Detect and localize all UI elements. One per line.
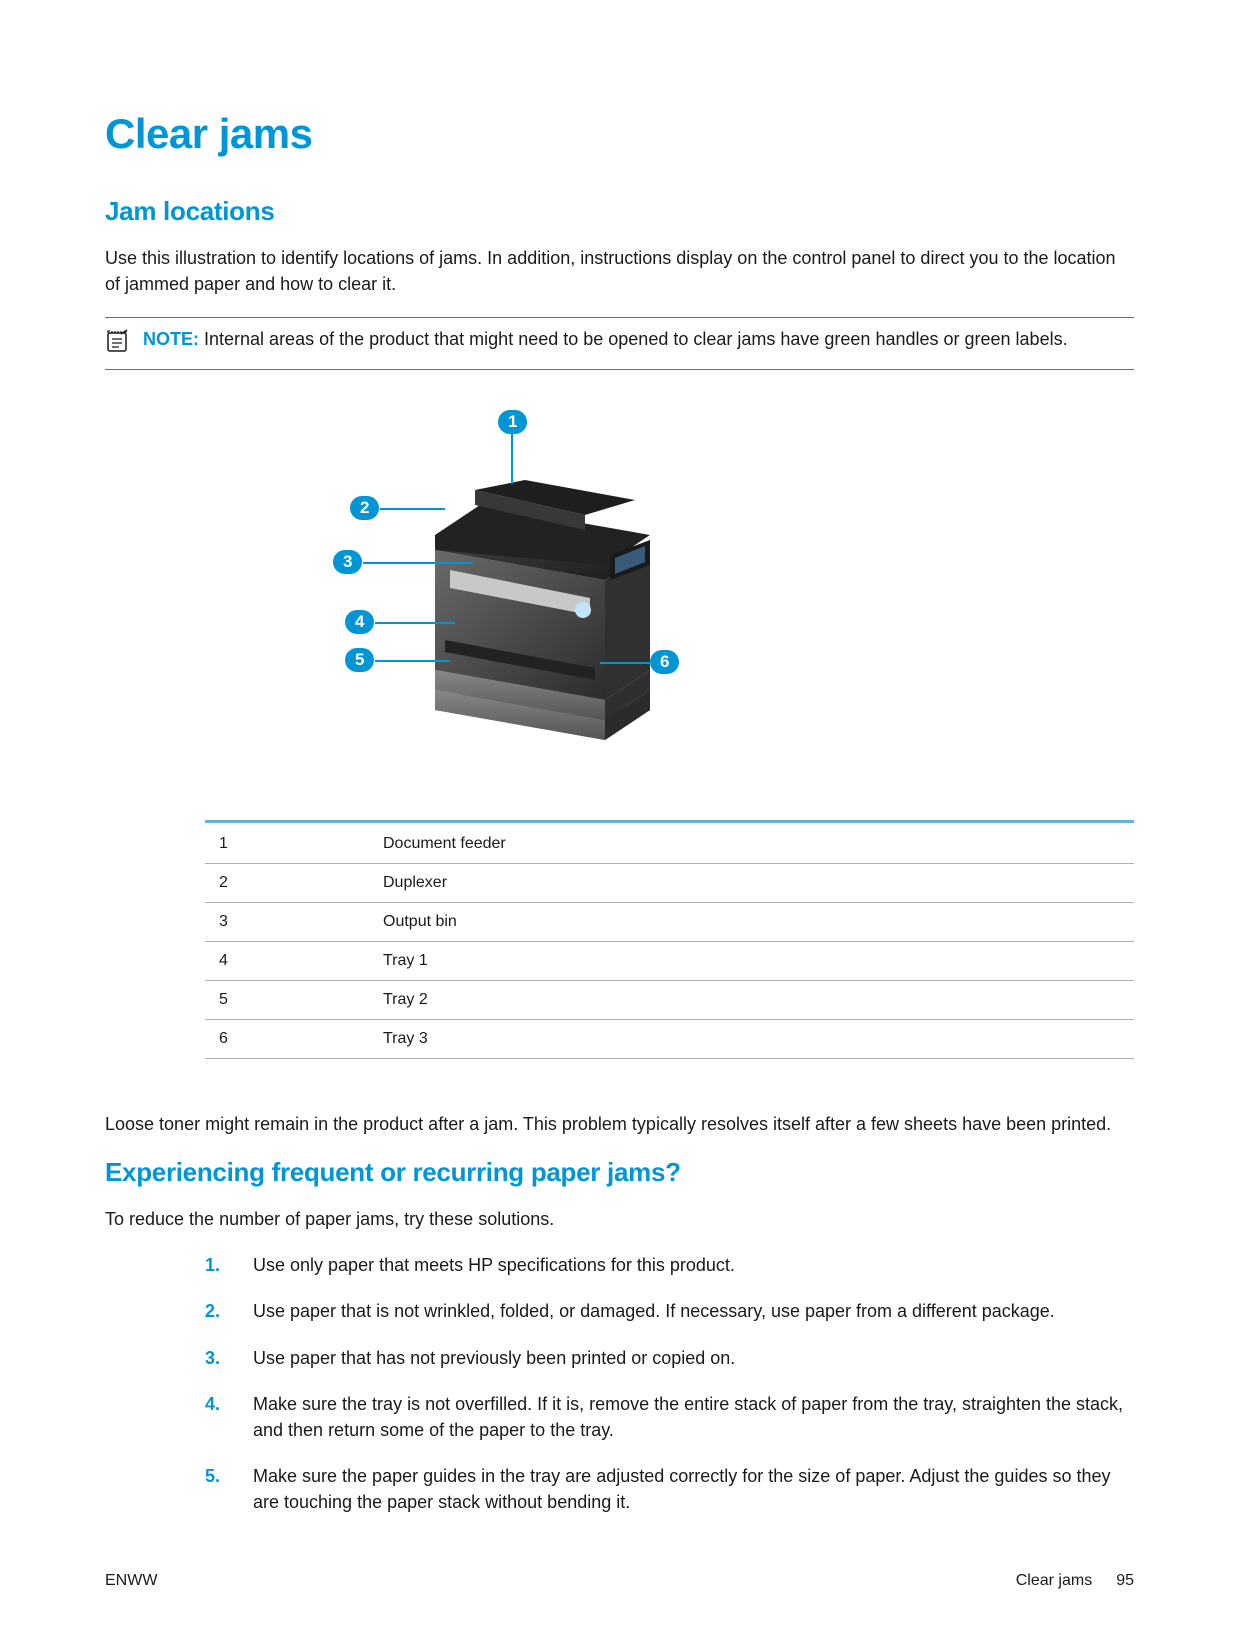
note-text: NOTE: Internal areas of the product that… (143, 326, 1068, 352)
callout-badge-2: 2 (350, 496, 379, 520)
after-table-paragraph: Loose toner might remain in the product … (105, 1111, 1134, 1137)
location-table-wrap: 1Document feeder 2Duplexer 3Output bin 4… (205, 820, 1134, 1061)
page: Clear jams Jam locations Use this illust… (0, 0, 1239, 1650)
callout-badge-5: 5 (345, 648, 374, 672)
loc-label: Tray 3 (375, 1019, 1134, 1058)
loc-num: 3 (205, 902, 375, 941)
loc-num: 6 (205, 1019, 375, 1058)
note-icon (105, 328, 133, 359)
callout-badge-3: 3 (333, 550, 362, 574)
loc-label: Tray 1 (375, 941, 1134, 980)
section-heading-frequent-jams: Experiencing frequent or recurring paper… (105, 1157, 1134, 1188)
loc-label: Duplexer (375, 863, 1134, 902)
list-item: Use only paper that meets HP specificati… (205, 1252, 1134, 1278)
solutions-intro: To reduce the number of paper jams, try … (105, 1206, 1134, 1232)
callout-line (363, 562, 473, 564)
location-table: 1Document feeder 2Duplexer 3Output bin 4… (205, 820, 1134, 1061)
page-footer: ENWW Clear jams 95 (105, 1572, 1134, 1590)
callout-line (375, 660, 450, 662)
table-row: 5Tray 2 (205, 980, 1134, 1019)
loc-label: Document feeder (375, 825, 1134, 864)
callout-line (511, 434, 513, 484)
table-row: 3Output bin (205, 902, 1134, 941)
loc-num: 4 (205, 941, 375, 980)
callout-line (380, 508, 445, 510)
loc-label: Output bin (375, 902, 1134, 941)
footer-section: Clear jams (1016, 1572, 1092, 1590)
note-body: Internal areas of the product that might… (204, 329, 1068, 349)
callout-line (600, 662, 650, 664)
list-item: Use paper that is not wrinkled, folded, … (205, 1298, 1134, 1324)
note-block: NOTE: Internal areas of the product that… (105, 317, 1134, 370)
footer-left: ENWW (105, 1572, 157, 1590)
table-row: 6Tray 3 (205, 1019, 1134, 1058)
list-item: Make sure the tray is not overfilled. If… (205, 1391, 1134, 1443)
loc-num: 5 (205, 980, 375, 1019)
table-row: 4Tray 1 (205, 941, 1134, 980)
printer-icon (405, 440, 665, 760)
callout-badge-4: 4 (345, 610, 374, 634)
section-heading-jam-locations: Jam locations (105, 196, 1134, 227)
table-row: 2Duplexer (205, 863, 1134, 902)
jam-location-illustration: 1 2 3 4 5 6 (205, 410, 1134, 780)
intro-paragraph: Use this illustration to identify locati… (105, 245, 1134, 297)
callout-badge-6: 6 (650, 650, 679, 674)
page-title: Clear jams (105, 110, 1134, 158)
table-row: 1Document feeder (205, 825, 1134, 864)
callout-badge-1: 1 (498, 410, 527, 434)
note-label: NOTE: (143, 329, 199, 349)
footer-page-number: 95 (1116, 1572, 1134, 1590)
loc-label: Tray 2 (375, 980, 1134, 1019)
list-item: Make sure the paper guides in the tray a… (205, 1463, 1134, 1515)
callout-line (375, 622, 455, 624)
solutions-list: Use only paper that meets HP specificati… (205, 1252, 1134, 1515)
list-item: Use paper that has not previously been p… (205, 1345, 1134, 1371)
loc-num: 2 (205, 863, 375, 902)
loc-num: 1 (205, 825, 375, 864)
